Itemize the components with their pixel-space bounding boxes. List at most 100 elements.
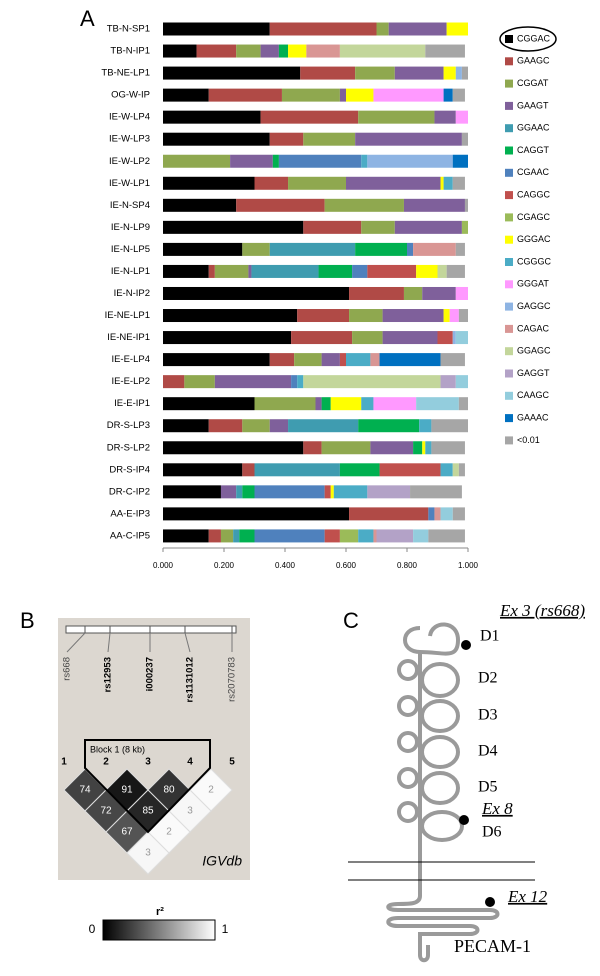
- marker-label: rs668: [62, 657, 73, 681]
- bar-segment: [163, 88, 209, 102]
- domain-label: D5: [478, 779, 498, 796]
- bar-segment: [443, 176, 453, 190]
- y-tick-label: DR-C-IP2: [109, 486, 150, 497]
- ld-value: 67: [121, 827, 133, 838]
- legend-swatch: [505, 280, 513, 289]
- bar-segment: [440, 176, 444, 190]
- legend-label: GGAGC: [517, 346, 551, 356]
- bar-segment: [220, 485, 237, 499]
- bar-segment: [461, 132, 468, 146]
- legend-swatch: [505, 258, 513, 266]
- y-tick-label: DR-S-IP4: [109, 464, 150, 475]
- y-tick-label: TB-NE-LP1: [101, 68, 150, 79]
- bar-segment: [455, 110, 468, 124]
- legend-label: <0.01: [517, 435, 540, 445]
- legend-swatch: [505, 35, 513, 43]
- legend-swatch: [505, 79, 513, 88]
- legend-label: GAAAC: [517, 412, 549, 422]
- bar-segment: [346, 176, 441, 190]
- bar-segment: [333, 485, 368, 499]
- bar-segment: [291, 375, 298, 389]
- marker-number: 4: [187, 757, 193, 768]
- bar-segment: [318, 264, 353, 278]
- bar-segment: [163, 353, 270, 367]
- intracellular-tail: [386, 840, 500, 963]
- bar-segment: [339, 44, 426, 58]
- highlight-ellipse: [499, 26, 557, 52]
- x-tick-label: 0.600: [336, 561, 357, 570]
- bar-segment: [339, 88, 346, 102]
- bar-segment: [303, 441, 322, 455]
- bar-segment: [236, 198, 325, 212]
- legend-swatch: [505, 235, 513, 244]
- legend-label: CGGGC: [517, 256, 552, 266]
- panel-label: B: [20, 608, 35, 633]
- bar-segment: [367, 485, 411, 499]
- bar-segment: [428, 507, 435, 521]
- domain-bump: [397, 659, 419, 681]
- bar-segment: [254, 463, 340, 477]
- bar-segment: [413, 529, 429, 543]
- bar-segment: [382, 331, 438, 345]
- bar-segment: [251, 264, 319, 278]
- legend-swatch: [505, 391, 513, 400]
- bar-segment: [458, 397, 468, 411]
- legend-swatch: [505, 101, 513, 110]
- legend-swatch: [505, 191, 513, 200]
- bar-segment: [367, 154, 453, 168]
- bar-segment: [269, 353, 295, 367]
- y-tick-label: IE-N-LP1: [111, 266, 150, 277]
- marker-label: rs2070783: [227, 657, 238, 702]
- colorbar-tick: 1: [222, 922, 229, 936]
- ld-value: 80: [163, 785, 175, 796]
- bar-segment: [163, 485, 221, 499]
- bar-segment: [330, 485, 334, 499]
- legend-label: CAGGT: [517, 145, 550, 155]
- bar-segment: [306, 44, 340, 58]
- y-tick-label: IE-E-LP4: [111, 354, 150, 365]
- bar-segment: [281, 88, 340, 102]
- bar-segment: [437, 264, 447, 278]
- bar-segment: [452, 176, 465, 190]
- bar-segment: [452, 88, 465, 102]
- bar-segment: [370, 353, 380, 367]
- bar-segment: [413, 242, 456, 256]
- legend-label: GAAGT: [517, 100, 549, 110]
- bar-segment: [303, 132, 356, 146]
- bar-segment: [163, 419, 209, 433]
- bar-segment: [358, 529, 374, 543]
- legend-label: CGGAT: [517, 78, 549, 88]
- bar-segment: [434, 110, 456, 124]
- domain-loop: [420, 771, 460, 805]
- bar-segment: [403, 198, 465, 212]
- bar-segment: [443, 309, 450, 323]
- bar-segment: [388, 22, 447, 36]
- bar-segment: [269, 419, 289, 433]
- ld-value: 74: [79, 785, 91, 796]
- colorbar: [102, 919, 216, 941]
- domain-loop: [420, 699, 460, 733]
- bar-segment: [242, 485, 255, 499]
- marker-number: 2: [103, 757, 109, 768]
- bar-segment: [324, 198, 404, 212]
- legend-label: CAAGC: [517, 390, 550, 400]
- bar-segment: [422, 441, 426, 455]
- y-tick-label: IE-W-LP4: [109, 112, 150, 123]
- bar-segment: [163, 242, 243, 256]
- exon-dot: [461, 640, 471, 650]
- legend-swatch: [505, 124, 513, 133]
- ld-value: 72: [100, 806, 112, 817]
- domain-loop: [403, 622, 461, 656]
- bar-segment: [455, 331, 468, 345]
- y-tick-label: TB-N-SP1: [107, 24, 150, 35]
- source-label: IGVdb: [202, 853, 242, 869]
- bar-segment: [339, 463, 380, 477]
- bar-segment: [440, 353, 465, 367]
- legend-swatch: [505, 213, 513, 222]
- legend-swatch: [505, 302, 513, 311]
- bar-segment: [330, 397, 362, 411]
- bar-segment: [434, 507, 441, 521]
- y-tick-label: IE-W-LP2: [109, 156, 150, 167]
- bar-segment: [428, 529, 465, 543]
- bar-segment: [394, 66, 444, 80]
